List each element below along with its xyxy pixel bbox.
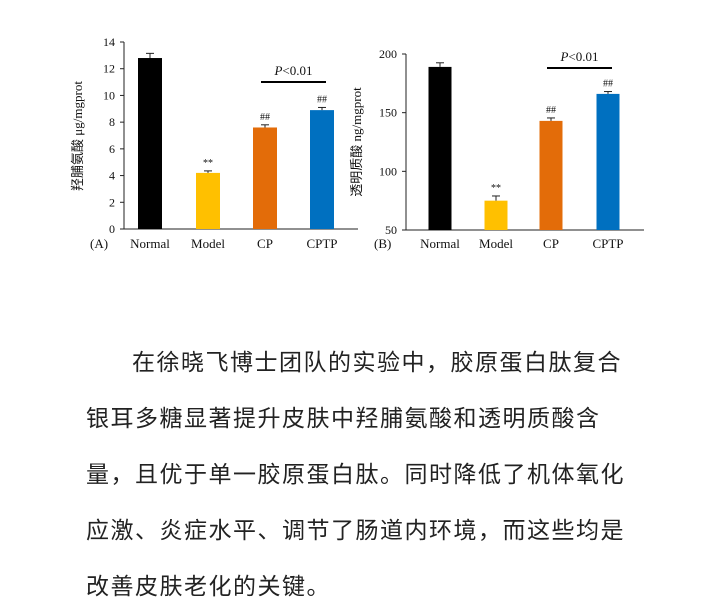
category-label: CPTP — [592, 236, 623, 251]
significance-label: ** — [203, 158, 213, 169]
bar — [310, 110, 334, 229]
significance-label: ## — [260, 112, 270, 123]
significance-label: ## — [603, 79, 613, 90]
y-axis-title: 羟脯氨酸 μg/mgprot — [70, 81, 85, 191]
category-label: Normal — [420, 236, 460, 251]
y-tick-label: 10 — [103, 88, 115, 102]
category-label: Model — [191, 236, 225, 251]
y-tick-label: 12 — [103, 62, 115, 76]
bar — [138, 58, 162, 230]
y-axis-title: 透明质酸 ng/mgprot — [349, 87, 364, 197]
y-tick-label: 100 — [379, 164, 397, 178]
bar — [484, 200, 508, 230]
article-text: 在徐晓飞博士团队的实验中，胶原蛋白肽复合银耳多糖显著提升皮肤中羟脯氨酸和透明质酸… — [86, 335, 646, 615]
bar — [596, 93, 620, 230]
bar — [539, 120, 563, 230]
y-tick-label: 4 — [109, 169, 115, 183]
comparison-p-value: P<0.01 — [559, 49, 598, 64]
category-label: CP — [257, 236, 273, 251]
category-label: CP — [543, 236, 559, 251]
chart-panel-a: 0 2 4 6 8 10 12 14 羟脯氨酸 μg/mgprot (A) Normal ** Mode… — [70, 35, 358, 251]
y-tick-label: 6 — [109, 142, 115, 156]
bar — [196, 172, 220, 229]
bar — [253, 127, 277, 229]
chart-panel-b: 50 100 150 200 透明质酸 ng/mgprot (B) Normal ** Mode… — [349, 47, 644, 251]
y-tick-label: 14 — [103, 35, 115, 49]
panel-label: (A) — [90, 236, 108, 251]
y-tick-label: 200 — [379, 47, 397, 61]
y-tick-label: 2 — [109, 195, 115, 209]
category-label: CPTP — [306, 236, 337, 251]
y-tick-label: 0 — [109, 222, 115, 236]
significance-label: ## — [546, 105, 556, 116]
category-label: Model — [479, 236, 513, 251]
bar-charts-figure: 0 2 4 6 8 10 12 14 羟脯氨酸 μg/mgprot (A) Normal ** Mode… — [70, 35, 644, 251]
bar — [428, 66, 452, 230]
category-label: Normal — [130, 236, 170, 251]
article-paragraph: 在徐晓飞博士团队的实验中，胶原蛋白肽复合银耳多糖显著提升皮肤中羟脯氨酸和透明质酸… — [86, 350, 625, 600]
significance-label: ## — [317, 94, 327, 105]
comparison-p-value: P<0.01 — [273, 63, 312, 78]
significance-label: ** — [491, 183, 501, 194]
y-tick-label: 50 — [385, 223, 397, 237]
y-tick-label: 150 — [379, 106, 397, 120]
y-tick-label: 8 — [109, 115, 115, 129]
panel-label: (B) — [374, 236, 391, 251]
